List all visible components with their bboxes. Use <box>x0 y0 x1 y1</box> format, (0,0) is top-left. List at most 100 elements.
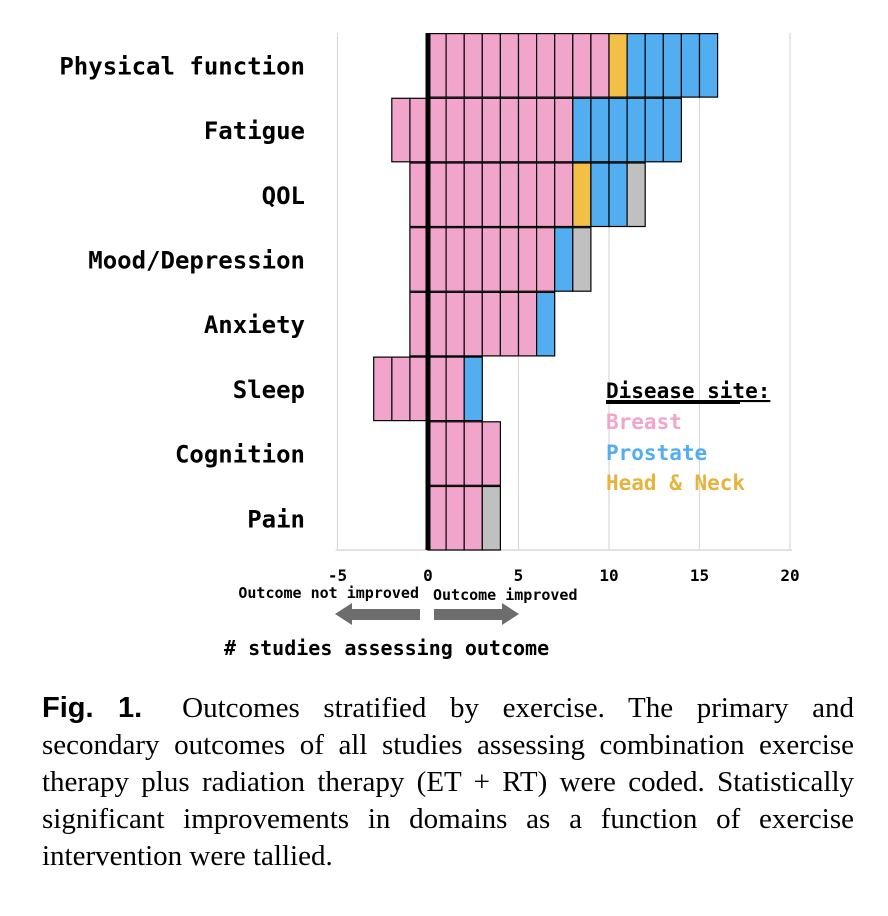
bar-block <box>463 421 483 486</box>
figure-caption: Fig. 1. Outcomes stratified by exercise. … <box>42 690 854 875</box>
category-label: QOL <box>262 182 305 210</box>
legend-title: Disease site: <box>606 379 770 403</box>
arrow-right-label: Outcome improved <box>433 586 578 604</box>
bar-block <box>608 97 628 163</box>
x-tick-label: -5 <box>328 566 347 585</box>
category-label: Fatigue <box>204 117 305 145</box>
bar-block <box>572 227 592 292</box>
bar-block <box>590 32 610 98</box>
bar-block <box>427 485 447 551</box>
x-axis-label: # studies assessing outcome <box>224 636 549 660</box>
bar-block <box>481 97 501 163</box>
legend-entry-breast: Breast <box>606 410 682 434</box>
category-label: Cognition <box>175 441 305 469</box>
x-tick-label: 20 <box>780 566 799 585</box>
bar-block <box>391 97 411 163</box>
bar-block <box>499 291 520 357</box>
bar-block <box>608 32 628 98</box>
bar-block <box>409 227 429 292</box>
bar-block <box>572 162 592 228</box>
bar-block <box>463 485 483 551</box>
bar-block <box>463 32 483 98</box>
category-label: Anxiety <box>204 311 305 339</box>
bar-block <box>409 97 429 163</box>
bar-block <box>517 97 538 163</box>
bar-block <box>535 227 556 292</box>
bar-block <box>572 97 592 163</box>
arrow-left-label: Outcome not improved <box>238 584 419 602</box>
bar-block <box>391 356 411 422</box>
bar-block <box>608 162 628 228</box>
arrow-left-icon <box>335 603 420 625</box>
bar-block <box>445 227 465 292</box>
bar-block <box>481 227 501 292</box>
bar-block <box>481 485 501 551</box>
bar-block <box>445 162 465 228</box>
figure-label: Fig. 1. <box>42 692 143 724</box>
bar-block <box>554 227 574 292</box>
arrow-right-icon <box>434 603 519 625</box>
x-tick-label: 0 <box>423 566 433 585</box>
bar-block <box>427 162 447 228</box>
bar-block <box>463 227 483 292</box>
bar-block <box>626 97 646 163</box>
bar-block <box>590 162 610 228</box>
x-tick-labels: -5 0 5 10 15 20 <box>328 566 800 585</box>
bar-block <box>662 32 682 98</box>
bar-block <box>463 291 483 357</box>
bar-block <box>535 291 556 357</box>
bar-block <box>554 32 574 98</box>
bar-block <box>409 162 429 228</box>
bar-block <box>626 162 646 228</box>
bar-block <box>517 291 538 357</box>
category-labels: Physical function Fatigue QOL Mood/Depressi… <box>59 52 305 533</box>
bar-block <box>644 97 664 163</box>
bar-block <box>445 356 465 422</box>
bar-block <box>463 97 483 163</box>
bar-block <box>409 356 429 422</box>
bar-block <box>517 32 538 98</box>
bar-block <box>626 32 646 98</box>
bar-block <box>590 97 610 163</box>
bar-block <box>427 356 447 422</box>
bar-block <box>499 227 520 292</box>
bar-block <box>427 97 447 163</box>
bar-block <box>445 485 465 551</box>
bar-block <box>373 356 393 422</box>
bar-block <box>445 97 465 163</box>
bar-block <box>481 421 501 486</box>
caption-text: Outcomes stratified by exercise. The pri… <box>42 692 854 872</box>
bar-block <box>572 32 592 98</box>
bar-block <box>427 32 447 98</box>
bar-block <box>535 32 556 98</box>
bar-block <box>427 291 447 357</box>
bar-block <box>463 356 483 422</box>
chart: Physical function Fatigue QOL Mood/Depressi… <box>59 32 800 660</box>
x-tick-label: 10 <box>599 566 618 585</box>
bar-block <box>409 291 429 357</box>
bar-block <box>481 162 501 228</box>
bar-block <box>445 421 465 486</box>
bar-block <box>445 291 465 357</box>
bar-block <box>427 421 447 486</box>
category-label: Pain <box>247 505 305 533</box>
legend-entry-prostate: Prostate <box>606 441 707 465</box>
category-label: Physical function <box>59 52 305 80</box>
bar-block <box>481 291 501 357</box>
bar-block <box>644 32 664 98</box>
legend-entry-head-neck: Head & Neck <box>606 471 745 495</box>
bar-block <box>698 32 719 98</box>
bar-block <box>445 32 465 98</box>
bar-block <box>535 162 556 228</box>
bars <box>373 32 719 551</box>
bar-block <box>680 32 701 98</box>
bar-block <box>535 97 556 163</box>
x-tick-label: 5 <box>514 566 524 585</box>
category-label: Sleep <box>233 376 305 404</box>
bar-block <box>499 97 520 163</box>
direction-arrows: Outcome not improved Outcome improved <box>238 584 578 625</box>
x-tick-label: 15 <box>690 566 709 585</box>
bar-block <box>517 227 538 292</box>
bar-block <box>481 32 501 98</box>
category-label: Mood/Depression <box>88 246 305 274</box>
